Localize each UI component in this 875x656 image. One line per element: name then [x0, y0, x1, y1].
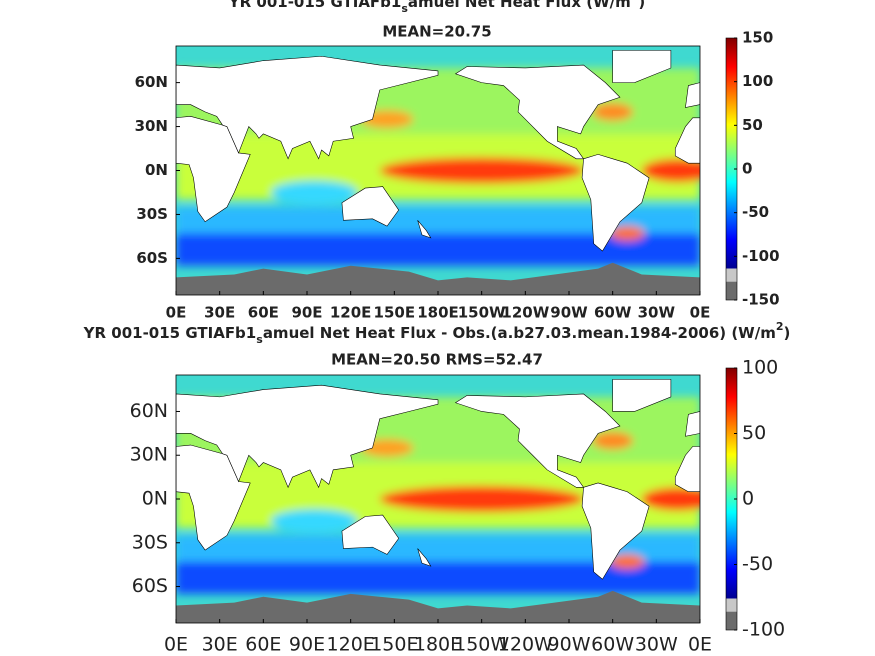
colorbar-tick-label: -100: [742, 247, 780, 265]
y-tick-label: 30N: [130, 444, 168, 466]
title-part: 2: [776, 320, 784, 333]
x-tick-label: 60E: [248, 304, 279, 322]
y-tick-label: 30S: [136, 205, 168, 223]
title-part: ): [638, 0, 645, 11]
y-tick-label: 60N: [135, 73, 168, 91]
y-tick-label: 30N: [135, 117, 168, 135]
panel-title: YR 001-015 GTIAFb1samuel Net Heat Flux -…: [83, 320, 791, 346]
colorbar-gray-dark: [726, 611, 737, 630]
title-part: s: [256, 333, 263, 346]
x-tick-label: 120W: [501, 304, 549, 322]
title-part: amuel Net Heat Flux - Obs.(a.b27.03.mean…: [263, 324, 776, 342]
map-field: [176, 46, 700, 295]
map-panel: YR 001-015 GTIAFb1samuel Net Heat Flux (…: [135, 0, 780, 322]
colorbar: [726, 368, 737, 599]
colorbar-tick-label: -100: [742, 619, 785, 641]
x-tick-label: 0E: [164, 634, 188, 656]
panel-title: YR 001-015 GTIAFb1samuel Net Heat Flux (…: [228, 0, 646, 15]
colorbar-tick-label: 100: [742, 72, 773, 90]
colorbar-tick-label: 0: [742, 488, 754, 510]
x-tick-label: 120W: [498, 634, 553, 656]
x-tick-label: 0E: [690, 304, 711, 322]
colorbar-gray-dark: [726, 281, 737, 300]
title-part: 2: [631, 0, 639, 2]
x-tick-label: 30E: [204, 304, 235, 322]
title-part: ): [784, 324, 791, 342]
x-tick-label: 30W: [638, 304, 676, 322]
map-panel: YR 001-015 GTIAFb1samuel Net Heat Flux -…: [83, 320, 791, 656]
title-part: YR 001-015 GTIAFb1: [228, 0, 402, 11]
y-tick-label: 60S: [136, 249, 168, 267]
x-tick-label: 60W: [594, 304, 632, 322]
y-tick-label: 30S: [132, 531, 168, 553]
x-tick-label: 150W: [458, 304, 506, 322]
x-tick-label: 90W: [548, 634, 591, 656]
x-tick-label: 30W: [635, 634, 678, 656]
colorbar-tick-label: -50: [742, 553, 773, 575]
colorbar-tick-label: 50: [742, 116, 763, 134]
x-tick-label: 0E: [166, 304, 187, 322]
x-tick-label: 180E: [417, 304, 459, 322]
x-tick-label: 90E: [289, 634, 325, 656]
x-tick-label: 60W: [591, 634, 634, 656]
x-tick-label: 90E: [291, 304, 322, 322]
y-tick-label: 60S: [132, 575, 168, 597]
title-part: amuel Net Heat Flux (W/m: [408, 0, 631, 11]
colorbar-gray-light: [726, 598, 737, 612]
panel-subtitle: MEAN=20.50 RMS=52.47: [331, 351, 543, 369]
y-tick-label: 0N: [142, 488, 168, 510]
x-tick-label: 120E: [327, 634, 375, 656]
title-part: YR 001-015 GTIAFb1: [83, 324, 257, 342]
colorbar-tick-label: 150: [742, 29, 773, 47]
panel-subtitle: MEAN=20.75: [382, 23, 491, 41]
x-tick-label: 150W: [454, 634, 509, 656]
x-tick-label: 150E: [370, 634, 418, 656]
x-tick-label: 0E: [688, 634, 712, 656]
colorbar-gray-light: [726, 268, 737, 282]
y-tick-label: 60N: [130, 400, 168, 422]
colorbar: [726, 38, 737, 269]
x-tick-label: 150E: [374, 304, 416, 322]
x-tick-label: 90W: [550, 304, 588, 322]
colorbar-tick-label: 100: [742, 357, 778, 379]
x-tick-label: 120E: [330, 304, 372, 322]
title-part: s: [401, 2, 408, 15]
map-field: [176, 375, 700, 623]
colorbar-tick-label: 50: [742, 422, 766, 444]
colorbar-tick-label: -50: [742, 203, 769, 221]
colorbar-tick-label: 0: [742, 160, 752, 178]
y-tick-label: 0N: [145, 161, 168, 179]
colorbar-tick-label: -150: [742, 291, 780, 309]
x-tick-label: 60E: [245, 634, 281, 656]
x-tick-label: 30E: [202, 634, 238, 656]
x-tick-label: 180E: [414, 634, 462, 656]
